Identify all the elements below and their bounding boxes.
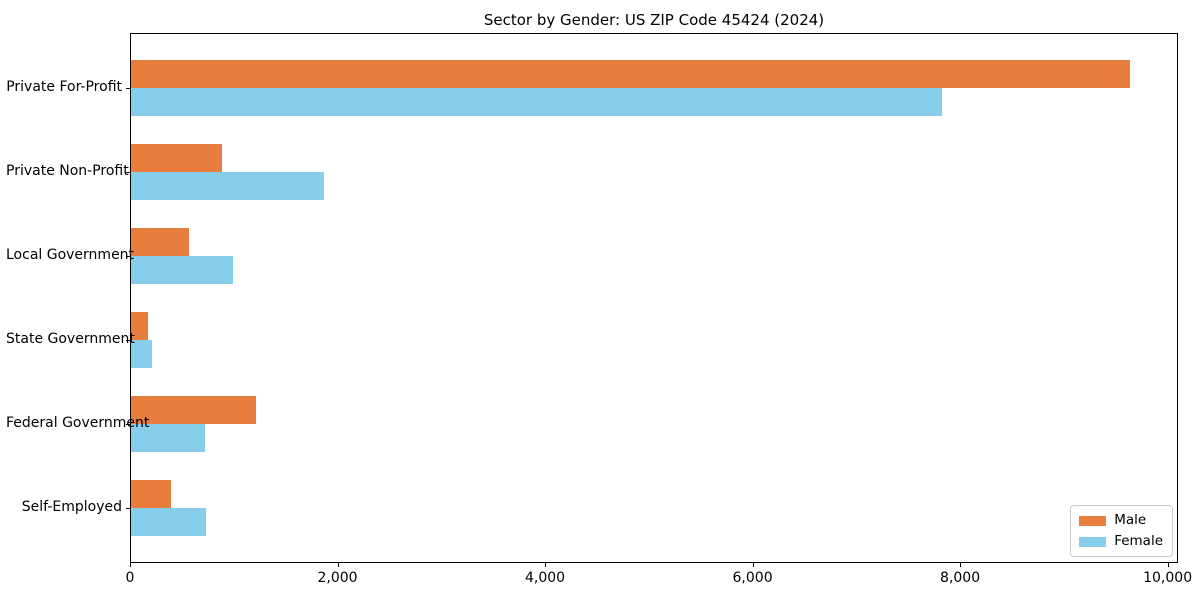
x-axis-label-2-000: 2,000: [317, 570, 358, 586]
y-axis-label-federal-government: Federal Government: [6, 415, 150, 431]
x-tick-mark: [752, 563, 754, 567]
y-axis-label-private-non-profit: Private Non-Profit: [6, 163, 129, 179]
bar-female-self-employed: [131, 508, 206, 536]
legend-swatch-female: [1079, 536, 1107, 547]
bar-female-state-government: [131, 340, 152, 368]
legend-item-male: Male: [1079, 513, 1163, 528]
bar-male-local-government: [131, 228, 189, 256]
legend-swatch-male: [1079, 515, 1107, 526]
x-axis-label-8-000: 8,000: [940, 570, 981, 586]
bar-male-private-for-profit: [131, 60, 1130, 88]
bar-female-private-for-profit: [131, 88, 942, 116]
bar-male-state-government: [131, 312, 148, 340]
bar-male-federal-government: [131, 396, 256, 424]
legend-label-male: Male: [1114, 512, 1147, 528]
x-axis-label-6-000: 6,000: [732, 570, 773, 586]
y-axis-label-state-government: State Government: [6, 331, 135, 347]
y-tick-mark: [126, 256, 130, 257]
plot-area: [130, 33, 1178, 563]
x-axis-label-10-000: 10,000: [1143, 570, 1193, 586]
legend: Male Female: [1070, 505, 1173, 557]
y-tick-mark: [126, 340, 130, 341]
x-tick-mark: [337, 563, 339, 567]
bar-female-private-non-profit: [131, 172, 324, 200]
y-axis-label-private-for-profit: Private For-Profit: [6, 79, 122, 95]
y-axis-label-local-government: Local Government: [6, 247, 135, 263]
x-tick-mark: [960, 563, 962, 567]
x-axis-label-4-000: 4,000: [525, 570, 566, 586]
y-tick-mark: [126, 508, 130, 509]
y-tick-mark: [126, 88, 130, 89]
bar-female-local-government: [131, 256, 233, 284]
y-tick-mark: [126, 172, 130, 173]
legend-item-female: Female: [1079, 534, 1163, 549]
y-axis-label-self-employed: Self-Employed: [21, 499, 122, 515]
x-tick-mark: [545, 563, 547, 567]
bar-male-self-employed: [131, 480, 171, 508]
chart-title: Sector by Gender: US ZIP Code 45424 (202…: [483, 11, 825, 29]
legend-label-female: Female: [1114, 533, 1163, 549]
x-tick-mark: [1167, 563, 1169, 567]
y-tick-mark: [126, 424, 130, 425]
x-axis-label-0: 0: [125, 570, 135, 586]
x-tick-mark: [130, 563, 131, 567]
bar-male-private-non-profit: [131, 144, 222, 172]
bar-female-federal-government: [131, 424, 205, 452]
